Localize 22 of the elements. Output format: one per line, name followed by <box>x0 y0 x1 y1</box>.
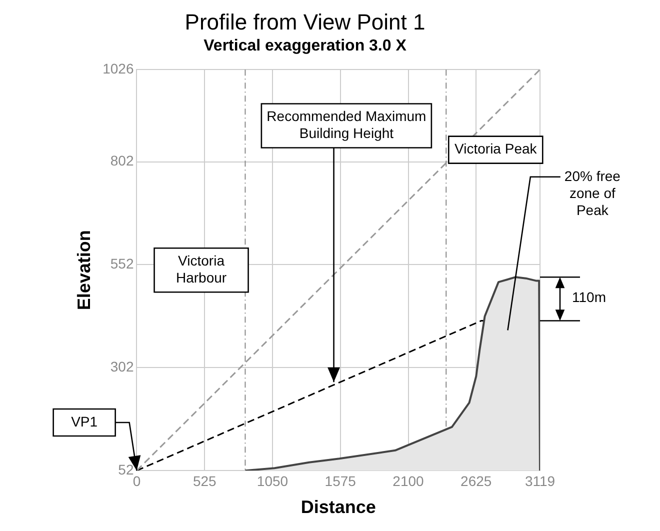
text: 20% free zone of Peak <box>564 168 621 218</box>
x-tick-label: 525 <box>192 472 217 489</box>
annotation: 110m <box>572 288 606 305</box>
x-axis-title: Distance <box>300 497 376 518</box>
x-tick-label: 2100 <box>392 472 424 489</box>
annotation: Victoria Peak <box>454 140 538 157</box>
y-tick-label: 552 <box>110 256 134 272</box>
y-tick-label: 52 <box>118 461 134 478</box>
x-tick-label: 0 <box>132 472 141 489</box>
x-tick-label: 1050 <box>256 472 288 489</box>
chart-subtitle: Vertical exaggeration 3.0 X <box>204 37 407 54</box>
y-tick-label: 1026 <box>102 60 134 76</box>
y-tick-label: 302 <box>110 358 134 375</box>
x-tick-label: 3119 <box>524 472 556 489</box>
x-tick-label: 2625 <box>460 472 492 489</box>
y-axis-title: Elevation <box>74 230 94 310</box>
y-tick-label: 802 <box>110 152 134 169</box>
annotation: Victoria Harbour <box>176 252 227 286</box>
annotation: Recommended Maximum Building Height <box>266 108 426 142</box>
chart-title: Profile from View Point 1 <box>184 9 426 34</box>
annotation: VP1 <box>71 413 98 430</box>
x-tick-label: 1575 <box>324 472 356 489</box>
